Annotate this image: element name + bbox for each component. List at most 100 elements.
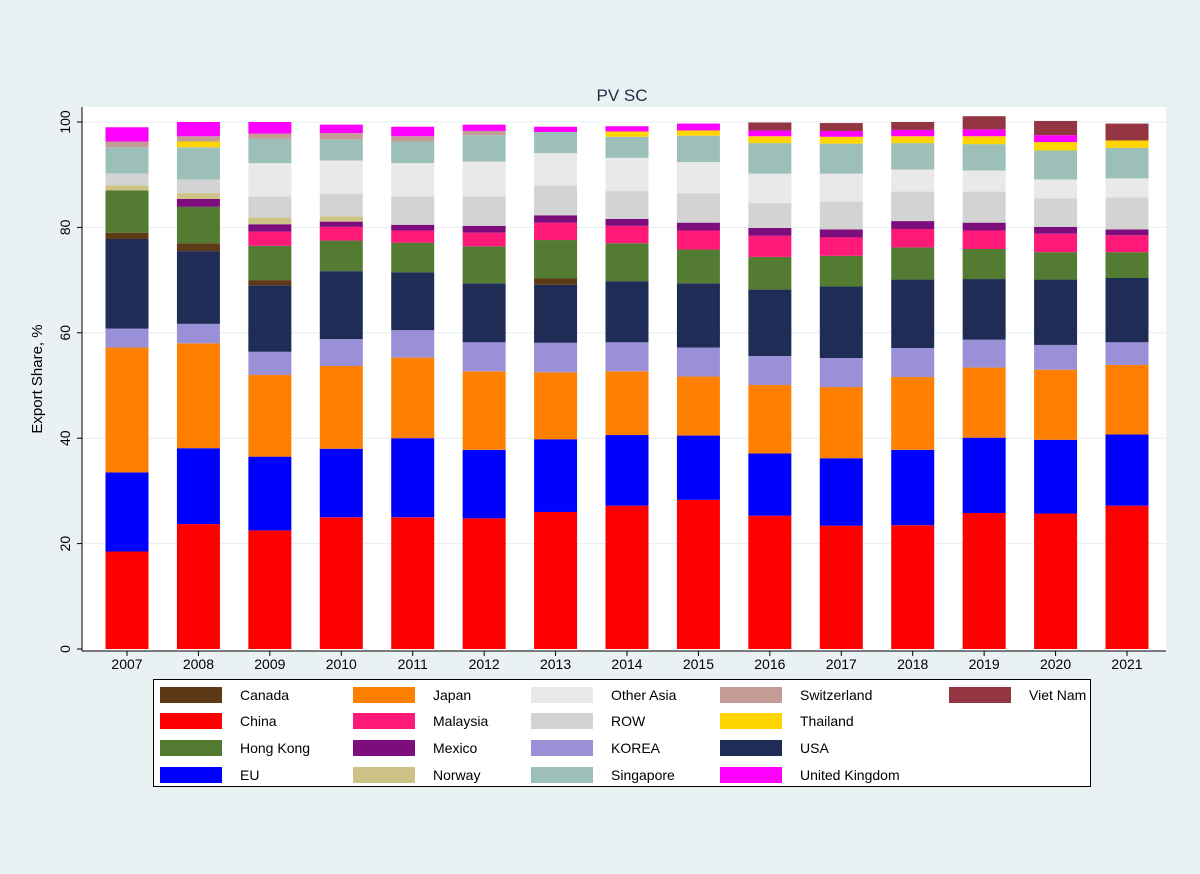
- bar-segment: [891, 279, 935, 349]
- legend-label: Norway: [433, 767, 481, 783]
- y-axis-label: Export Share, %: [29, 324, 46, 433]
- x-tick-label: 2021: [1111, 656, 1142, 672]
- bar-segment: [176, 323, 220, 344]
- legend-item: Hong Kong: [160, 738, 310, 758]
- bar-segment: [605, 281, 649, 343]
- bar-segment: [819, 123, 863, 131]
- bar-segment: [1105, 140, 1149, 148]
- bar-segment: [1105, 178, 1149, 198]
- bar-segment: [676, 222, 720, 231]
- x-tick-label: 2018: [897, 656, 928, 672]
- bar-segment: [319, 240, 363, 272]
- bar-segment: [534, 372, 578, 440]
- bar-segment: [462, 232, 506, 247]
- legend-item: Thailand: [720, 711, 854, 731]
- legend-item: Malaysia: [353, 711, 488, 731]
- legend-item: Norway: [353, 765, 480, 785]
- bar-segment: [319, 124, 363, 134]
- bar-segment: [605, 342, 649, 372]
- bar-segment: [248, 122, 292, 134]
- bar-segment: [248, 196, 292, 218]
- bar-segment: [105, 347, 149, 473]
- y-tick-label: 100: [57, 110, 73, 134]
- legend-swatch: [353, 713, 415, 729]
- bar-segment: [748, 384, 792, 454]
- legend-label: Mexico: [433, 740, 478, 756]
- bar-segment: [1105, 123, 1149, 141]
- bar-segment: [534, 153, 578, 186]
- bar-segment: [319, 160, 363, 194]
- bar-segment: [1105, 147, 1149, 179]
- bar-segment: [248, 224, 292, 232]
- bar-segment: [391, 196, 435, 225]
- legend-swatch: [531, 687, 593, 703]
- legend-item: United Kingdom: [720, 765, 900, 785]
- bar-segment: [962, 222, 1006, 231]
- bar-segment: [319, 221, 363, 227]
- bar-segment: [534, 215, 578, 223]
- bar-segment: [1034, 344, 1078, 370]
- bar-segment: [676, 123, 720, 131]
- legend-item: China: [160, 711, 277, 731]
- y-tick-label: 0: [57, 645, 73, 653]
- bar-segment: [676, 376, 720, 436]
- x-tick-label: 2017: [826, 656, 857, 672]
- x-tick-label: 2011: [398, 656, 428, 672]
- bar-segment: [462, 196, 506, 226]
- legend-label: China: [240, 713, 277, 729]
- bar-segment: [891, 191, 935, 222]
- bar-segment: [462, 130, 506, 136]
- bar-segment: [891, 377, 935, 450]
- bar-segment: [248, 163, 292, 197]
- bar-segment: [534, 132, 578, 154]
- bar-segment: [105, 472, 149, 552]
- legend-label: United Kingdom: [800, 767, 900, 783]
- bar-segment: [462, 342, 506, 372]
- bar-segment: [176, 243, 220, 252]
- bar-segment: [891, 136, 935, 144]
- bar-segment: [748, 515, 792, 649]
- x-tick-label: 2020: [1040, 656, 1071, 672]
- bar-segment: [1034, 439, 1078, 514]
- bar-segment: [605, 131, 649, 137]
- legend-label: Hong Kong: [240, 740, 311, 756]
- bar-segment: [676, 499, 720, 649]
- bar-segment: [105, 238, 149, 329]
- bar-segment: [1105, 277, 1149, 343]
- bar-segment: [891, 449, 935, 526]
- bar-segment: [1034, 142, 1078, 151]
- legend-swatch: [160, 713, 222, 729]
- legend-label: Canada: [240, 687, 290, 703]
- bar-segment: [1034, 369, 1078, 440]
- bar-segment: [819, 201, 863, 230]
- bar-segment: [319, 139, 363, 161]
- bar-segment: [1105, 434, 1149, 506]
- bar-segment: [105, 551, 149, 649]
- bar-segment: [391, 136, 435, 142]
- bar-segment: [462, 124, 506, 131]
- bar-segment: [462, 135, 506, 162]
- bar-segment: [748, 453, 792, 516]
- bar-segment: [1034, 226, 1078, 234]
- legend-swatch: [531, 740, 593, 756]
- bar-segment: [105, 328, 149, 348]
- bar-segment: [676, 347, 720, 377]
- bar-segment: [176, 251, 220, 324]
- legend-label: USA: [800, 740, 829, 756]
- bar-segment: [819, 136, 863, 144]
- chart-title: PV SC: [596, 86, 647, 105]
- bar-segment: [605, 435, 649, 506]
- bar-segment: [105, 141, 149, 148]
- bar-segment: [676, 230, 720, 250]
- bar-segment: [534, 439, 578, 512]
- bar-segment: [105, 185, 149, 191]
- bar-segment: [462, 518, 506, 649]
- bar-segment: [891, 221, 935, 229]
- bar-segment: [534, 185, 578, 216]
- bar-segment: [391, 438, 435, 518]
- legend-label: Viet Nam: [1029, 687, 1087, 703]
- bar-segment: [891, 525, 935, 649]
- bar-segment: [748, 130, 792, 137]
- bar-segment: [605, 371, 649, 436]
- legend-swatch: [353, 740, 415, 756]
